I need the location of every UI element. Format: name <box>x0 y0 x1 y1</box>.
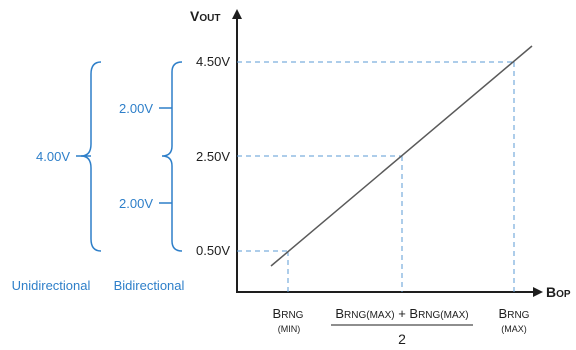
transfer-line <box>270 45 533 267</box>
bidirectional-upper-brace <box>161 61 183 167</box>
x-label-max: BRNG <box>499 306 530 321</box>
bidirectional-upper-value: 2.00V <box>119 101 153 116</box>
y-axis-title: VOUT <box>190 8 220 24</box>
unidirectional-value: 4.00V <box>36 149 70 164</box>
x-label-mid-numerator: BRNG(MAX) + BRNG(MAX) <box>335 306 468 321</box>
x-label-mid-denominator: 2 <box>398 331 406 347</box>
x-label-min-note: (MIN) <box>278 324 301 334</box>
bidirectional-lower-brace <box>171 166 183 252</box>
y-tick-label-450: 4.50V <box>196 54 230 69</box>
y-tick-label-050: 0.50V <box>196 243 230 258</box>
unidirectional-label: Unidirectional <box>12 278 91 293</box>
x-label-max-note: (MAX) <box>501 324 527 334</box>
guide-lines <box>237 61 515 292</box>
x-label-min: BRNG <box>273 306 304 321</box>
bidirectional-label: Bidirectional <box>114 278 185 293</box>
y-tick-label-250: 2.50V <box>196 149 230 164</box>
bidirectional-lower-value: 2.00V <box>119 196 153 211</box>
x-axis-title: BOP <box>546 284 571 300</box>
